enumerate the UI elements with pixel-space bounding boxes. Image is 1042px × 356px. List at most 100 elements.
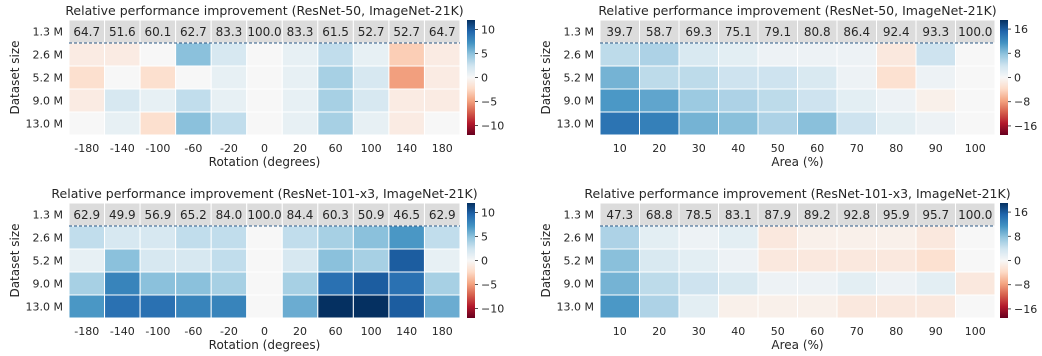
heatmap-cell — [388, 225, 425, 250]
x-tick-label: 80 — [889, 142, 903, 155]
x-tick-label: 60 — [329, 142, 343, 155]
heatmap-cell — [104, 65, 141, 90]
heatmap-cell — [68, 65, 106, 90]
heatmap-cell — [388, 88, 425, 113]
heatmap-cell — [876, 271, 917, 296]
heatmap-cell — [955, 294, 996, 319]
y-tick-label: 13.0 M — [557, 118, 594, 131]
colorbar-gradient — [1000, 20, 1008, 135]
heatmap-cell — [104, 271, 141, 296]
heatmap-cell — [281, 88, 319, 113]
x-tick-label: -180 — [74, 325, 99, 338]
heatmap-cell — [246, 294, 283, 319]
baseline-value-label: 60.3 — [322, 208, 349, 222]
heatmap-cell — [210, 225, 248, 250]
heatmap-cell — [175, 271, 212, 296]
baseline-value-label: 47.3 — [606, 208, 633, 222]
y-tick-label: 1.3 M — [564, 209, 594, 222]
heatmap-cell — [836, 225, 877, 250]
baseline-value-label: 50.9 — [358, 208, 385, 222]
baseline-value-label: 52.7 — [393, 25, 420, 39]
heatmap-cell — [246, 248, 283, 273]
heatmap-cell — [281, 294, 319, 319]
x-tick-label: 100 — [361, 325, 382, 338]
heatmap-cell — [388, 294, 425, 319]
heatmap-cell — [757, 111, 798, 136]
baseline-value-label: 92.4 — [883, 25, 910, 39]
y-tick-label: 2.6 M — [564, 49, 594, 62]
heatmap-cell — [757, 271, 798, 296]
heatmap-cell — [797, 294, 838, 319]
heatmap-cell — [388, 271, 425, 296]
heatmap-cell — [68, 294, 106, 319]
heatmap-cell — [352, 111, 390, 136]
heatmap-cell — [139, 111, 177, 136]
y-tick-label: 9.0 M — [564, 278, 594, 291]
heatmap-cell — [423, 42, 461, 67]
heatmap-cell — [955, 248, 996, 273]
x-tick-label: 30 — [692, 325, 706, 338]
y-tick-label: 5.2 M — [564, 255, 594, 268]
y-tick-label: 5.2 M — [564, 72, 594, 85]
baseline-value-label: 61.5 — [322, 25, 349, 39]
heatmap-cell — [876, 65, 917, 90]
x-tick-label: -100 — [145, 325, 170, 338]
heatmap-cell — [639, 111, 680, 136]
heatmap-cell — [599, 111, 640, 136]
heatmap-cell — [388, 65, 425, 90]
heatmap-cell — [599, 225, 640, 250]
heatmap-cell — [955, 111, 996, 136]
baseline-value-label: 100.0 — [958, 25, 992, 39]
heatmap-cell — [757, 65, 798, 90]
heatmap-cell — [836, 294, 877, 319]
heatmap-cell — [139, 248, 177, 273]
baseline-value-label: 52.7 — [358, 25, 385, 39]
y-tick-label: 1.3 M — [33, 26, 63, 39]
colorbar-tick-label: −10 — [481, 302, 504, 315]
baseline-value-label: 56.9 — [145, 208, 172, 222]
heatmap-cell — [678, 111, 719, 136]
colorbar-tick-label: 0 — [481, 255, 488, 268]
heatmap-cell — [678, 294, 719, 319]
heatmap-cell — [955, 225, 996, 250]
x-axis-label: Rotation (degrees) — [209, 338, 321, 352]
heatmap-cell — [678, 248, 719, 273]
x-tick-label: 80 — [889, 325, 903, 338]
heatmap-cell — [388, 42, 425, 67]
heatmap-cell — [678, 88, 719, 113]
x-tick-label: 60 — [329, 325, 343, 338]
heatmap-cell — [423, 225, 461, 250]
heatmap-cell — [246, 65, 283, 90]
x-axis-label: Rotation (degrees) — [209, 155, 321, 169]
colorbar-tick-label: 8 — [1014, 230, 1021, 243]
y-axis-label: Dataset size — [8, 40, 22, 114]
x-tick-label: 20 — [293, 325, 307, 338]
colorbar-tick-label: −8 — [1014, 279, 1030, 292]
x-tick-label: 60 — [810, 142, 824, 155]
colorbar-tick-label: −10 — [481, 119, 504, 132]
heatmap-cell — [757, 248, 798, 273]
y-tick-label: 1.3 M — [33, 209, 63, 222]
heatmap-cell — [876, 248, 917, 273]
heatmap-panel-3: Relative performance improvement (ResNet… — [8, 186, 504, 352]
baseline-value-label: 62.9 — [73, 208, 100, 222]
y-tick-label: 2.6 M — [564, 232, 594, 245]
heatmap-cell — [210, 271, 248, 296]
baseline-value-label: 58.7 — [646, 25, 673, 39]
heatmap-cell — [876, 111, 917, 136]
x-tick-label: 70 — [850, 142, 864, 155]
baseline-value-label: 51.6 — [109, 25, 136, 39]
x-tick-label: 20 — [652, 142, 666, 155]
y-tick-label: 13.0 M — [26, 301, 63, 314]
heatmap-cell — [836, 111, 877, 136]
x-tick-label: 10 — [613, 325, 627, 338]
heatmap-cell — [955, 88, 996, 113]
baseline-value-label: 92.8 — [843, 208, 870, 222]
heatmap-cell — [915, 294, 956, 319]
baseline-value-label: 79.1 — [764, 25, 791, 39]
heatmap-cell — [210, 65, 248, 90]
heatmap-cell — [352, 271, 390, 296]
heatmap-cell — [423, 294, 461, 319]
baseline-value-label: 62.7 — [180, 25, 207, 39]
